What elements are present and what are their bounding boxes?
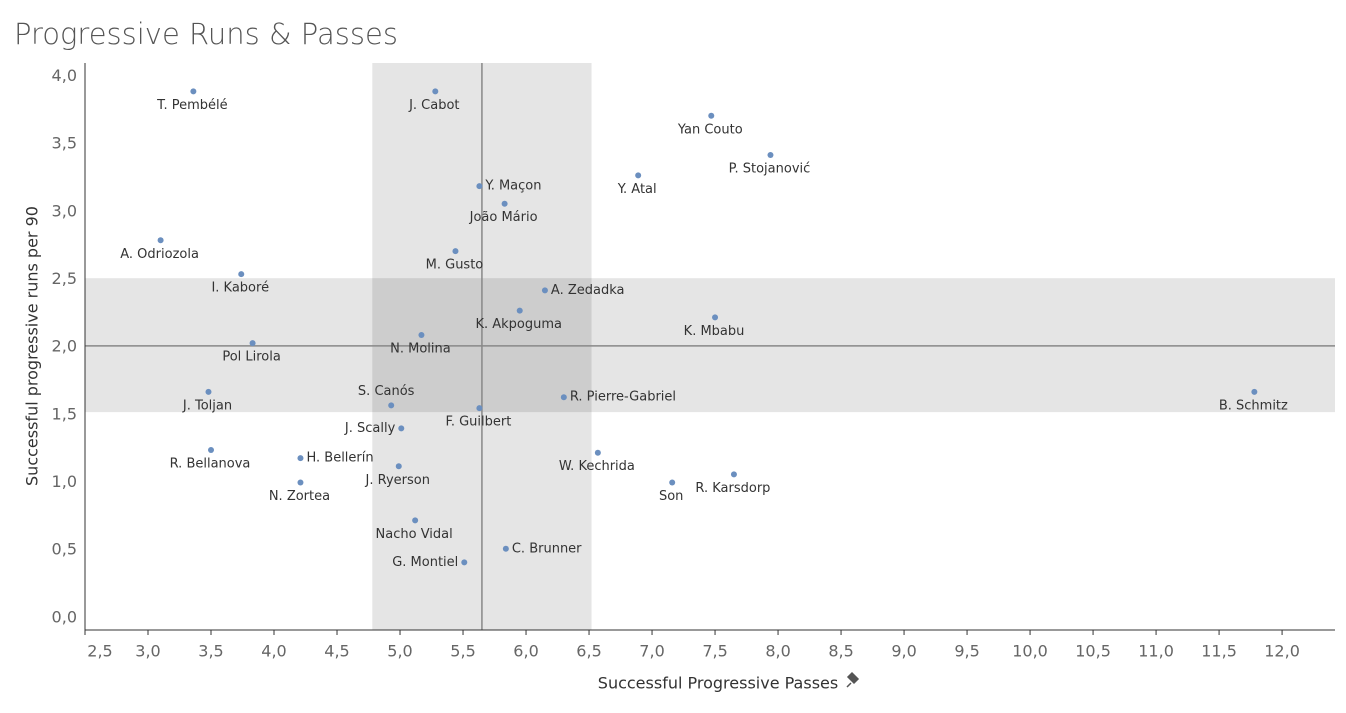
point-label: Nacho Vidal bbox=[376, 527, 453, 542]
y-tick-label: 0,5 bbox=[52, 540, 77, 559]
x-tick-label: 8,0 bbox=[765, 642, 790, 661]
x-tick-label: 3,5 bbox=[198, 642, 223, 661]
point-label: K. Akpoguma bbox=[475, 317, 562, 332]
point-label: Son bbox=[659, 489, 683, 504]
point-label: A. Zedadka bbox=[551, 283, 625, 298]
point bbox=[541, 287, 548, 294]
x-tick-label: 11,5 bbox=[1201, 642, 1237, 661]
x-tick-label: 7,5 bbox=[702, 642, 727, 661]
point bbox=[767, 152, 774, 159]
y-tick-label: 3,5 bbox=[52, 134, 77, 153]
point bbox=[297, 479, 304, 486]
point bbox=[708, 112, 715, 119]
y-tick-label: 1,5 bbox=[52, 404, 77, 423]
point bbox=[249, 340, 256, 347]
pin-icon bbox=[846, 671, 860, 688]
point-label: P. Stojanović bbox=[729, 162, 811, 177]
y-tick-label: 1,0 bbox=[52, 472, 77, 491]
x-tick-label: 10,5 bbox=[1075, 642, 1111, 661]
point bbox=[208, 447, 215, 454]
point bbox=[190, 88, 197, 95]
point bbox=[502, 545, 509, 552]
point bbox=[669, 479, 676, 486]
x-axis-label: Successful Progressive Passes bbox=[598, 674, 838, 693]
point-label: F. Guilbert bbox=[445, 415, 511, 430]
point bbox=[516, 307, 523, 314]
x-tick-label: 8,5 bbox=[828, 642, 853, 661]
point-label: J. Scally bbox=[344, 421, 396, 436]
point-label: João Mário bbox=[469, 210, 538, 225]
point-label: Y. Atal bbox=[617, 182, 657, 197]
point bbox=[712, 314, 719, 321]
point bbox=[730, 471, 737, 478]
x-tick-label: 11,0 bbox=[1138, 642, 1174, 661]
point-label: W. Kechrida bbox=[559, 459, 635, 474]
x-tick-label: 10,0 bbox=[1012, 642, 1048, 661]
point-label: Yan Couto bbox=[677, 122, 743, 137]
point-label: H. Bellerín bbox=[306, 451, 373, 466]
x-tick-label: 7,0 bbox=[639, 642, 664, 661]
x-tick-label: 3,0 bbox=[135, 642, 160, 661]
x-tick-label: 12,0 bbox=[1264, 642, 1300, 661]
point bbox=[452, 248, 459, 255]
point-label: N. Molina bbox=[390, 341, 451, 356]
point-label: K. Mbabu bbox=[684, 324, 745, 339]
x-tick-label: 4,0 bbox=[261, 642, 286, 661]
point-label: B. Schmitz bbox=[1219, 398, 1288, 413]
point-label: G. Montiel bbox=[392, 555, 458, 570]
point-label: J. Cabot bbox=[408, 98, 459, 113]
x-tick-label: 5,5 bbox=[450, 642, 475, 661]
x-tick-label: 4,5 bbox=[324, 642, 349, 661]
point bbox=[238, 271, 245, 278]
point bbox=[432, 88, 439, 95]
point bbox=[205, 388, 212, 395]
chart-title: Progressive Runs & Passes bbox=[14, 17, 398, 51]
point bbox=[635, 172, 642, 179]
point-label: Pol Lirola bbox=[222, 350, 281, 365]
x-tick-label: 6,0 bbox=[513, 642, 538, 661]
point-label: R. Bellanova bbox=[170, 457, 251, 472]
point bbox=[395, 463, 402, 470]
point-label: S. Canós bbox=[358, 384, 415, 399]
point bbox=[560, 394, 567, 401]
y-tick-label: 3,0 bbox=[52, 201, 77, 220]
point bbox=[476, 405, 483, 412]
point bbox=[388, 402, 395, 409]
y-axis-label: Successful progressive runs per 90 bbox=[23, 206, 42, 486]
point bbox=[297, 455, 304, 462]
point-label: I. Kaboré bbox=[211, 281, 269, 296]
point bbox=[594, 449, 601, 456]
point bbox=[1251, 388, 1258, 395]
x-tick-label: 2,5 bbox=[87, 642, 112, 661]
point-label: Y. Maçon bbox=[484, 179, 541, 194]
x-tick-label: 5,0 bbox=[387, 642, 412, 661]
point-label: A. Odriozola bbox=[120, 247, 199, 262]
y-tick-label: 2,5 bbox=[52, 269, 77, 288]
point-label: R. Pierre-Gabriel bbox=[570, 390, 676, 405]
x-tick-label: 9,0 bbox=[891, 642, 916, 661]
point bbox=[461, 559, 468, 566]
point-label: N. Zortea bbox=[269, 489, 330, 504]
y-tick-label: 0,0 bbox=[52, 607, 77, 626]
point bbox=[476, 183, 483, 190]
x-tick-label: 9,5 bbox=[954, 642, 979, 661]
point-label: R. Karsdorp bbox=[695, 481, 770, 496]
y-tick-label: 2,0 bbox=[52, 337, 77, 356]
point-label: T. Pembélé bbox=[156, 98, 228, 113]
point bbox=[501, 200, 508, 207]
point-label: C. Brunner bbox=[512, 541, 582, 556]
point bbox=[418, 331, 425, 338]
y-tick-label: 4,0 bbox=[52, 66, 77, 85]
point-label: J. Ryerson bbox=[365, 473, 430, 488]
x-tick-label: 6,5 bbox=[576, 642, 601, 661]
point bbox=[412, 517, 419, 524]
point bbox=[157, 237, 164, 244]
point-label: J. Toljan bbox=[182, 398, 232, 413]
point-label: M. Gusto bbox=[426, 258, 484, 273]
point bbox=[398, 425, 405, 432]
